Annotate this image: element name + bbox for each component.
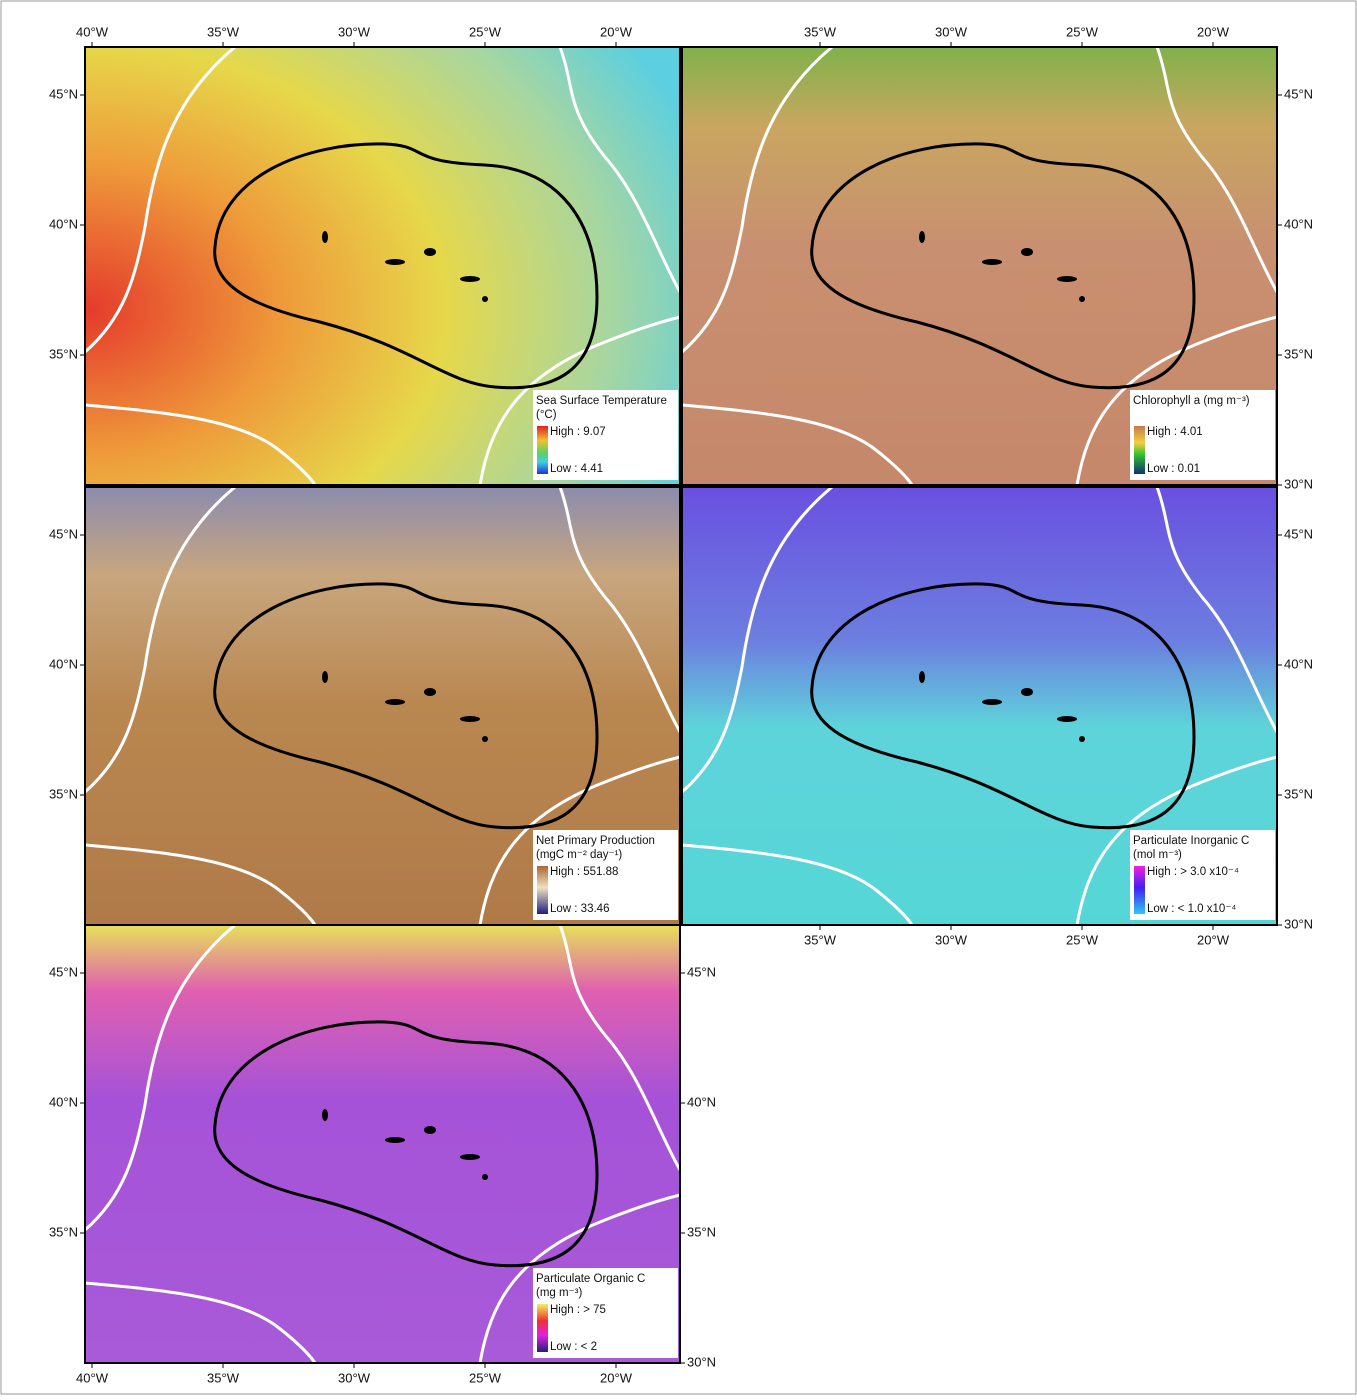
lon-label: 25°W xyxy=(1066,932,1099,947)
lat-label: 30°N xyxy=(687,1354,716,1369)
color-bar xyxy=(537,1304,548,1352)
lon-label: 40°W xyxy=(76,1370,109,1385)
lat-label: 35°N xyxy=(1284,346,1313,361)
lat-label: 45°N xyxy=(687,964,716,979)
lon-label: 35°W xyxy=(804,24,837,39)
legend-high: High : > 3.0 x10⁻⁴ xyxy=(1147,866,1239,878)
island xyxy=(1057,716,1077,722)
island xyxy=(1079,296,1085,302)
map-panel: Particulate Organic C (mg m⁻³) High : > 75… xyxy=(85,925,680,1363)
lon-label: 20°W xyxy=(1197,932,1230,947)
island xyxy=(919,671,925,683)
legend-title: Particulate Inorganic C xyxy=(1133,835,1249,847)
lon-label: 30°W xyxy=(935,932,968,947)
lon-label: 30°W xyxy=(338,24,371,39)
island xyxy=(482,736,488,742)
lat-label: 45°N xyxy=(49,964,78,979)
lat-label: 40°N xyxy=(49,656,78,671)
color-bar xyxy=(537,426,548,474)
legend-title: Sea Surface Temperature xyxy=(536,395,667,407)
lon-label: 30°W xyxy=(935,24,968,39)
lon-label: 20°W xyxy=(1197,24,1230,39)
legend-title: Net Primary Production xyxy=(536,835,655,847)
legend-unit: (°C) xyxy=(536,409,557,421)
island xyxy=(982,259,1002,265)
island xyxy=(482,296,488,302)
island xyxy=(982,699,1002,705)
island xyxy=(1057,276,1077,282)
legend-low: Low : 0.01 xyxy=(1147,463,1200,475)
lat-label: 35°N xyxy=(49,346,78,361)
island xyxy=(460,716,480,722)
legend-low: Low : < 2 xyxy=(550,1341,597,1353)
lat-label: 35°N xyxy=(49,1224,78,1239)
island xyxy=(385,699,405,705)
lat-label: 30°N xyxy=(1284,476,1313,491)
lon-label: 20°W xyxy=(600,24,633,39)
lon-label: 25°W xyxy=(469,1370,502,1385)
lat-label: 30°N xyxy=(1284,916,1313,931)
lat-label: 35°N xyxy=(687,1224,716,1239)
island xyxy=(424,1126,436,1134)
legend-low: Low : 33.46 xyxy=(550,903,609,915)
figure: Sea Surface Temperature (°C) High : 9.07 Lo… xyxy=(0,0,1357,1395)
map-panel: Net Primary Production (mgC m⁻² day⁻¹) Hig… xyxy=(85,487,680,925)
legend: Particulate Inorganic C (mol m⁻³) High : >… xyxy=(1130,830,1275,920)
color-bar xyxy=(1134,866,1145,914)
legend-high: High : 9.07 xyxy=(550,426,606,438)
lon-label: 35°W xyxy=(207,1370,240,1385)
lat-label: 40°N xyxy=(687,1094,716,1109)
map-panel: Particulate Inorganic C (mol m⁻³) High : >… xyxy=(682,487,1277,925)
legend-unit: (mg m⁻³) xyxy=(536,1287,582,1299)
legend: Chlorophyll a (mg m⁻³) High : 4.01 Low : 0… xyxy=(1130,390,1275,480)
lon-label: 35°W xyxy=(804,932,837,947)
legend-low: Low : < 1.0 x10⁻⁴ xyxy=(1147,903,1236,915)
legend: Net Primary Production (mgC m⁻² day⁻¹) Hig… xyxy=(533,830,678,920)
legend-title: Chlorophyll a (mg m⁻³) xyxy=(1133,395,1250,407)
legend-low: Low : 4.41 xyxy=(550,463,603,475)
island xyxy=(482,1174,488,1180)
island xyxy=(1021,688,1033,696)
island xyxy=(460,276,480,282)
island xyxy=(385,1137,405,1143)
lat-label: 45°N xyxy=(49,86,78,101)
legend: Sea Surface Temperature (°C) High : 9.07 Lo… xyxy=(533,390,678,480)
legend-unit: (mol m⁻³) xyxy=(1133,849,1182,861)
color-bar xyxy=(1134,426,1145,474)
lat-label: 40°N xyxy=(1284,656,1313,671)
lat-label: 40°N xyxy=(49,1094,78,1109)
island xyxy=(322,1109,328,1121)
legend-unit: (mgC m⁻² day⁻¹) xyxy=(536,849,622,861)
lon-label: 20°W xyxy=(600,1370,633,1385)
island xyxy=(919,231,925,243)
map-panel: Chlorophyll a (mg m⁻³) High : 4.01 Low : 0… xyxy=(682,47,1277,485)
island xyxy=(385,259,405,265)
lat-label: 40°N xyxy=(1284,216,1313,231)
map-panel: Sea Surface Temperature (°C) High : 9.07 Lo… xyxy=(85,47,680,485)
legend-high: High : 4.01 xyxy=(1147,426,1203,438)
lat-label: 35°N xyxy=(49,786,78,801)
lon-label: 25°W xyxy=(469,24,502,39)
lat-label: 35°N xyxy=(1284,786,1313,801)
legend-high: High : 551.88 xyxy=(550,866,618,878)
lon-label: 35°W xyxy=(207,24,240,39)
lat-label: 45°N xyxy=(49,526,78,541)
island xyxy=(460,1154,480,1160)
island xyxy=(424,248,436,256)
lon-label: 25°W xyxy=(1066,24,1099,39)
lat-label: 45°N xyxy=(1284,86,1313,101)
legend-high: High : > 75 xyxy=(550,1304,606,1316)
lon-label: 30°W xyxy=(338,1370,371,1385)
island xyxy=(1079,736,1085,742)
legend-title: Particulate Organic C xyxy=(536,1273,645,1285)
legend: Particulate Organic C (mg m⁻³) High : > 75… xyxy=(533,1268,678,1358)
island xyxy=(424,688,436,696)
color-bar xyxy=(537,866,548,914)
lat-label: 40°N xyxy=(49,216,78,231)
island xyxy=(1021,248,1033,256)
lat-label: 45°N xyxy=(1284,526,1313,541)
island xyxy=(322,671,328,683)
island xyxy=(322,231,328,243)
lon-label: 40°W xyxy=(76,24,109,39)
